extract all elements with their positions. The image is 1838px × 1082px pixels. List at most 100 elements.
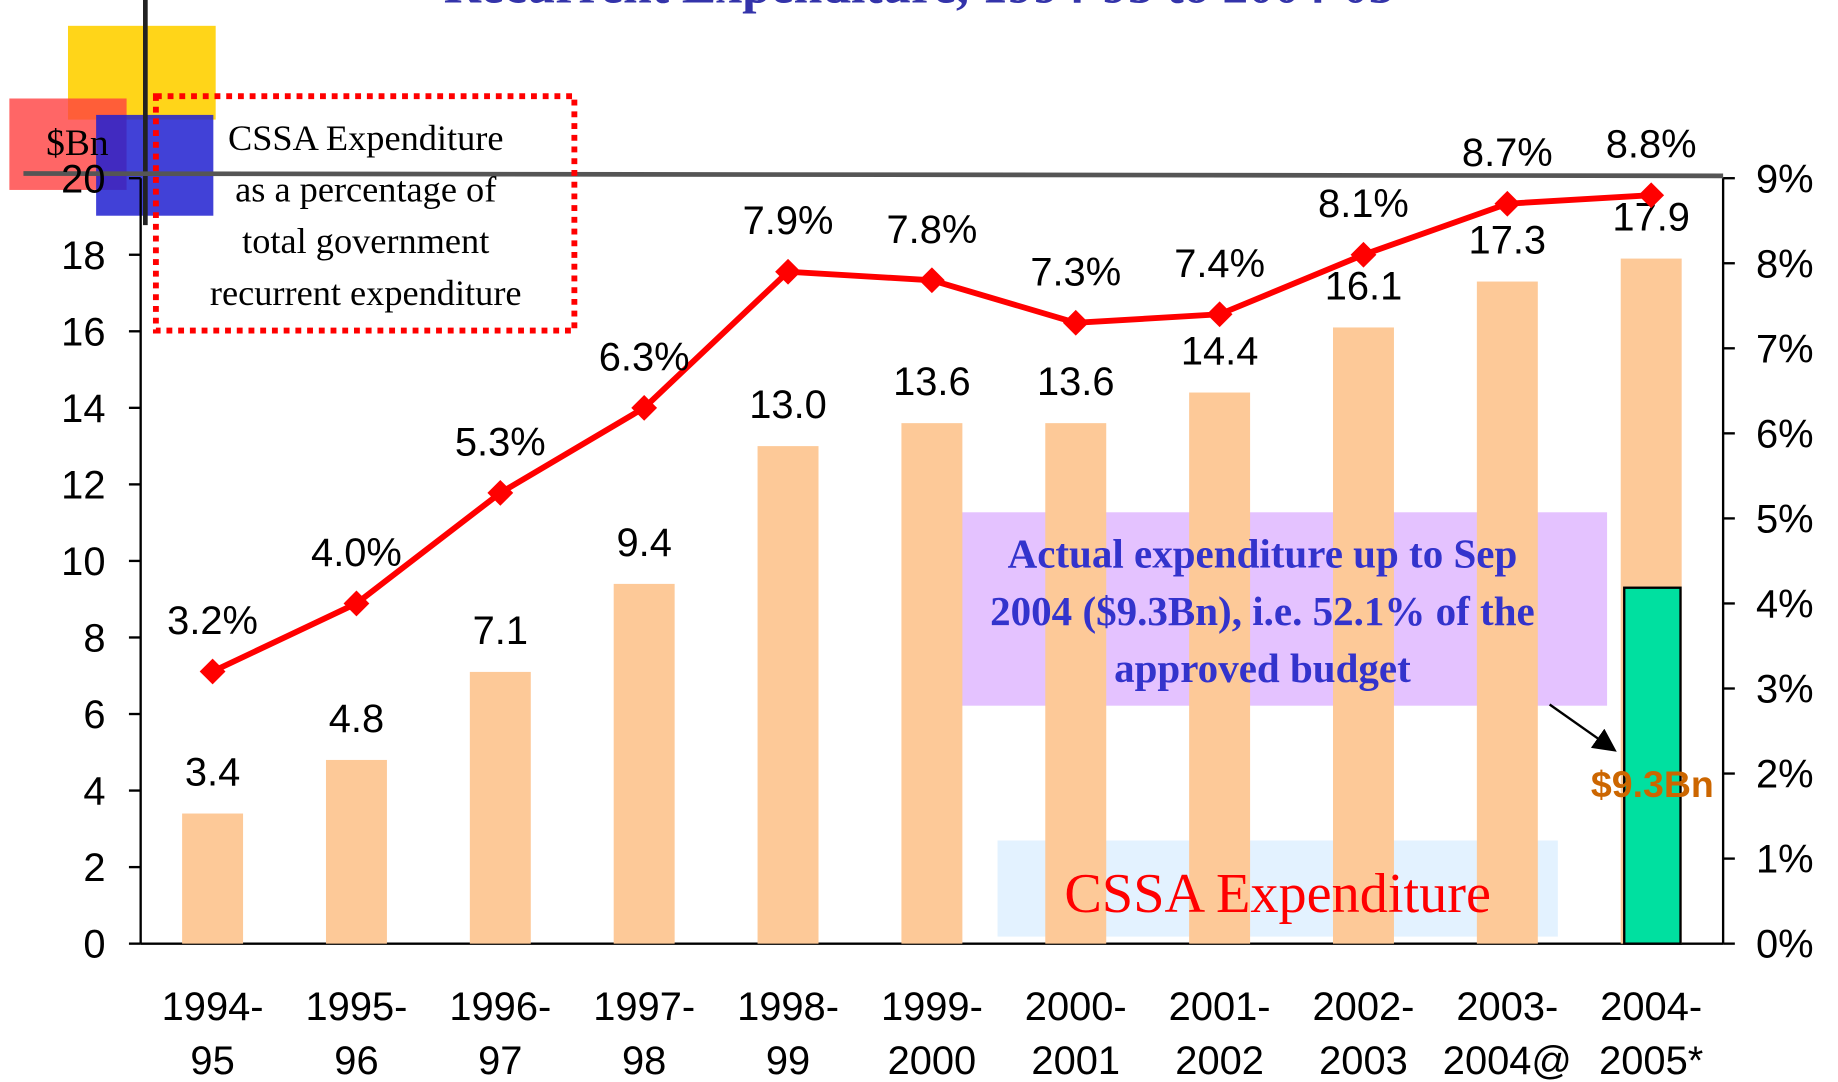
y-tick-label: 0	[83, 923, 105, 967]
bar	[1623, 586, 1682, 945]
line-value-label: 7.4%	[1174, 242, 1265, 286]
x-tick-label: 99	[766, 1039, 810, 1082]
y-axis-label: $Bn	[46, 123, 109, 164]
line-marker	[1638, 182, 1665, 209]
bar	[469, 671, 531, 944]
y-tick-label: 20	[61, 157, 105, 201]
x-tick-label: 1997-	[593, 985, 695, 1029]
bar	[1476, 281, 1538, 944]
chart-title: Recurrent Expenditure, 1994-95 to 2004-0…	[444, 0, 1394, 14]
y2-tick-label: 0%	[1756, 923, 1814, 967]
bar	[1045, 423, 1107, 944]
y2-tick-label: 4%	[1756, 583, 1814, 627]
y-tick-label: 2	[83, 846, 105, 890]
line-value-label: 8.7%	[1462, 131, 1553, 175]
bar	[1332, 327, 1394, 944]
y-tick-label: 14	[61, 387, 105, 431]
line-marker	[1062, 309, 1089, 336]
line-value-label: 4.0%	[311, 531, 402, 575]
line-marker	[1206, 301, 1233, 328]
line-value-label: 6.3%	[599, 335, 690, 379]
annotation-note-text: Actual expenditure up to Sep	[1008, 530, 1518, 576]
x-tick-label: 2001	[1031, 1039, 1120, 1082]
x-tick-label: 2003	[1319, 1039, 1408, 1082]
bar	[1189, 392, 1251, 944]
x-tick-label: 1996-	[449, 985, 551, 1029]
line-value-label: 7.3%	[1030, 250, 1121, 294]
line-marker	[487, 479, 514, 506]
bar-value-label: 14.4	[1181, 329, 1259, 373]
annotation-box-text: total government	[242, 221, 489, 261]
y2-tick-label: 6%	[1756, 412, 1814, 456]
y2-tick-label: 2%	[1756, 753, 1814, 797]
line-marker	[199, 658, 226, 685]
x-tick-label: 1998-	[737, 985, 839, 1029]
y2-tick-label: 1%	[1756, 838, 1814, 882]
annotation-box-text: recurrent expenditure	[210, 273, 522, 313]
y2-tick-label: 5%	[1756, 497, 1814, 541]
y-tick-label: 6	[83, 693, 105, 737]
bar-value-label: 9.4	[616, 521, 671, 565]
y2-tick-label: 7%	[1756, 327, 1814, 371]
x-tick-label: 98	[622, 1039, 666, 1082]
line-value-label: 8.1%	[1318, 182, 1409, 226]
x-tick-label: 2000	[888, 1039, 977, 1082]
x-tick-label: 2004-	[1600, 985, 1702, 1029]
line-marker	[631, 394, 658, 421]
line-marker	[919, 267, 945, 294]
y2-tick-label: 3%	[1756, 668, 1814, 712]
arrow	[1548, 703, 1617, 752]
y2-tick-label: 8%	[1756, 242, 1814, 286]
line-value-label: 5.3%	[455, 420, 546, 464]
bar	[182, 813, 244, 944]
x-tick-label: 1994-	[162, 985, 264, 1029]
bar-value-label: 3.4	[185, 750, 240, 794]
annotation-box	[152, 93, 578, 334]
bar	[757, 446, 819, 944]
bar-value-label: $9.3Bn	[1591, 763, 1714, 805]
line-marker	[1494, 190, 1521, 217]
y-tick-label: 12	[61, 463, 105, 507]
y2-tick-label: 9%	[1756, 157, 1814, 201]
y-tick-label: 18	[61, 234, 105, 278]
x-tick-label: 1995-	[306, 985, 408, 1029]
bar	[325, 759, 387, 944]
x-tick-label: 2001-	[1169, 985, 1271, 1029]
y-tick-label: 10	[61, 540, 105, 584]
bar-value-label: 13.0	[749, 383, 827, 427]
y-tick-label: 8	[83, 617, 105, 661]
x-tick-label: 1999-	[881, 985, 983, 1029]
x-tick-label: 2002	[1175, 1039, 1264, 1082]
annotation-box-text: CSSA Expenditure	[228, 118, 504, 158]
x-tick-label: 2000-	[1025, 985, 1127, 1029]
y-tick-label: 4	[83, 770, 105, 814]
line-marker	[1350, 241, 1377, 268]
line-value-label: 7.9%	[743, 199, 834, 243]
annotation-note-text: approved budget	[1114, 645, 1411, 691]
bar-value-label: 16.1	[1325, 264, 1403, 308]
legend-label: CSSA Expenditure	[1064, 863, 1491, 925]
bar-value-label: 13.6	[1037, 360, 1115, 404]
bar	[901, 423, 963, 944]
x-tick-label: 2002-	[1313, 985, 1415, 1029]
decor-line	[23, 171, 1724, 179]
bar-value-label: 17.3	[1469, 218, 1547, 262]
x-tick-label: 95	[190, 1039, 234, 1082]
bar-value-label: 7.1	[473, 609, 528, 653]
line-marker	[343, 590, 370, 617]
bar-value-label: 4.8	[329, 697, 384, 741]
x-tick-label: 2003-	[1456, 985, 1558, 1029]
x-tick-label: 2005*	[1599, 1039, 1703, 1082]
line-value-label: 7.8%	[886, 208, 977, 252]
x-tick-label: 97	[478, 1039, 522, 1082]
bar-value-label: 13.6	[893, 360, 971, 404]
line-value-label: 8.8%	[1606, 123, 1697, 167]
bar	[613, 583, 675, 944]
annotation-box-text: as a percentage of	[235, 170, 497, 210]
x-tick-label: 96	[334, 1039, 378, 1082]
y-tick-label: 16	[61, 310, 105, 354]
line-value-label: 3.2%	[167, 599, 258, 643]
x-tick-label: 2004@	[1443, 1039, 1572, 1082]
